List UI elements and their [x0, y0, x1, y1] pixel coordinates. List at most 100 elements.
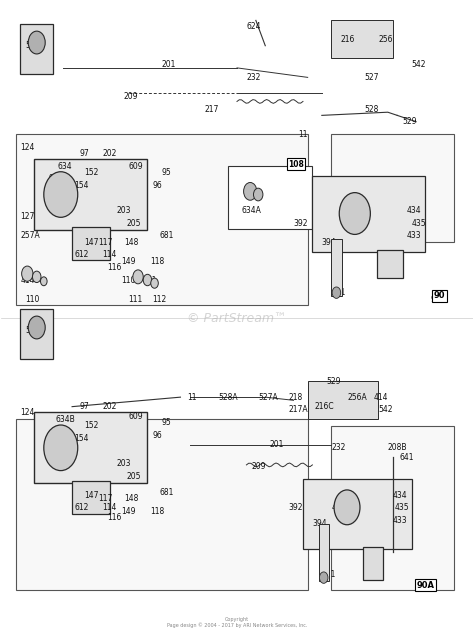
Text: Copyright
Page design © 2004 - 2017 by ARI Network Services, Inc.: Copyright Page design © 2004 - 2017 by A…: [167, 617, 307, 628]
Text: 97: 97: [79, 402, 89, 411]
Text: 435: 435: [411, 219, 426, 228]
Circle shape: [33, 271, 41, 282]
Circle shape: [28, 31, 45, 54]
Text: 611: 611: [331, 288, 346, 297]
Circle shape: [44, 172, 78, 218]
Text: 205: 205: [126, 472, 141, 481]
Circle shape: [151, 278, 158, 288]
Bar: [72, 228, 110, 260]
Text: 987: 987: [48, 174, 63, 183]
Circle shape: [143, 274, 152, 286]
Text: 111: 111: [128, 294, 143, 303]
Text: 52: 52: [25, 41, 35, 50]
Bar: [319, 524, 329, 581]
Text: 201: 201: [270, 440, 284, 449]
Text: 528A: 528A: [218, 392, 238, 402]
Bar: [20, 24, 53, 74]
Text: 154: 154: [74, 434, 89, 443]
Text: 90A: 90A: [416, 579, 431, 588]
Text: 624: 624: [246, 22, 261, 31]
Text: 205: 205: [126, 219, 141, 228]
Text: 218: 218: [289, 392, 303, 402]
Text: 147: 147: [84, 237, 98, 247]
Text: 203: 203: [117, 206, 131, 215]
Text: 149: 149: [121, 507, 136, 516]
Text: 209: 209: [251, 462, 265, 471]
Text: 434: 434: [407, 206, 421, 215]
Bar: [312, 176, 426, 251]
Bar: [35, 412, 147, 483]
Text: 11: 11: [188, 392, 197, 402]
Text: 392: 392: [293, 219, 308, 228]
Text: 528: 528: [364, 104, 379, 114]
Text: 681: 681: [159, 488, 173, 497]
Text: 681: 681: [159, 231, 173, 240]
Text: 529: 529: [327, 377, 341, 386]
Text: 148: 148: [124, 494, 138, 503]
Text: 124: 124: [20, 142, 35, 151]
Bar: [35, 159, 147, 230]
Text: 951: 951: [143, 275, 157, 284]
Text: 152: 152: [84, 421, 98, 430]
Text: 394: 394: [312, 520, 327, 529]
Text: 216: 216: [341, 35, 355, 44]
Text: 148: 148: [124, 237, 138, 247]
Text: 127: 127: [20, 212, 35, 221]
Text: 634: 634: [58, 162, 73, 170]
Text: 634A: 634A: [242, 206, 262, 215]
Text: 11: 11: [298, 130, 308, 139]
Text: 232: 232: [246, 73, 261, 82]
Text: 641: 641: [400, 453, 414, 462]
Text: 432: 432: [331, 504, 346, 513]
Text: 154: 154: [74, 181, 89, 190]
Text: 414: 414: [374, 392, 388, 402]
Circle shape: [44, 425, 78, 471]
Circle shape: [332, 287, 341, 298]
Text: 149: 149: [121, 256, 136, 265]
Text: 432: 432: [341, 219, 355, 228]
Text: 208B: 208B: [388, 443, 407, 452]
Bar: [331, 239, 342, 296]
Circle shape: [40, 277, 47, 286]
Text: 392: 392: [289, 504, 303, 513]
Text: 435: 435: [395, 504, 410, 513]
Text: 527A: 527A: [258, 392, 278, 402]
Circle shape: [254, 188, 263, 201]
Text: 90A: 90A: [417, 581, 435, 590]
Text: 90: 90: [430, 294, 440, 303]
Text: 609: 609: [128, 162, 143, 170]
Text: 542: 542: [378, 405, 393, 414]
Text: 117: 117: [98, 494, 112, 503]
Text: 232: 232: [331, 443, 346, 452]
Text: 96: 96: [152, 181, 162, 190]
Circle shape: [28, 316, 45, 339]
Bar: [363, 548, 383, 581]
Bar: [331, 134, 454, 242]
Text: 612: 612: [74, 250, 89, 259]
Text: 529: 529: [402, 117, 417, 126]
Text: 217A: 217A: [289, 405, 309, 414]
Text: 116: 116: [108, 263, 122, 272]
Circle shape: [319, 572, 328, 583]
Text: 527: 527: [364, 73, 379, 82]
Text: 95: 95: [162, 418, 172, 427]
Text: 112: 112: [152, 294, 166, 303]
Circle shape: [339, 193, 370, 235]
Text: 110: 110: [121, 275, 136, 284]
Text: 433: 433: [392, 516, 407, 525]
Text: 116: 116: [108, 513, 122, 522]
Text: 256A: 256A: [348, 392, 367, 402]
Text: 96: 96: [152, 431, 162, 439]
Bar: [308, 382, 378, 419]
Text: 216C: 216C: [315, 402, 334, 411]
Bar: [16, 419, 308, 590]
Bar: [16, 134, 308, 305]
Text: 114: 114: [103, 504, 117, 513]
Text: 612: 612: [74, 504, 89, 513]
Bar: [20, 308, 53, 359]
Text: 611: 611: [322, 570, 336, 579]
Text: 256: 256: [378, 35, 393, 44]
Text: 201: 201: [162, 60, 176, 69]
Bar: [331, 425, 454, 590]
Bar: [72, 481, 110, 514]
